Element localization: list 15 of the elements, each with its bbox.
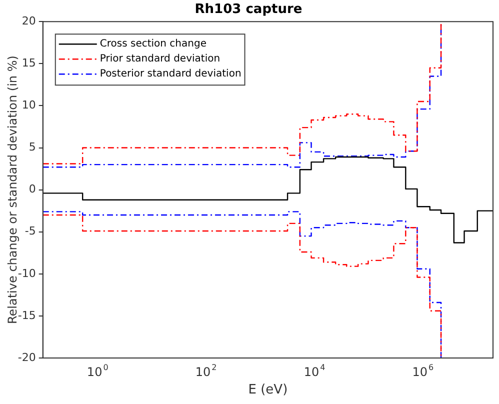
y-tick-label: 20 <box>22 14 36 28</box>
legend-label: Cross section change <box>100 38 206 50</box>
y-tick-label: 0 <box>28 182 36 196</box>
chart-title: Rh103 capture <box>194 2 302 18</box>
y-tick-label: 15 <box>22 56 36 70</box>
y-tick-label: 5 <box>28 140 36 154</box>
y-tick-label: -10 <box>18 266 36 280</box>
y-tick-label: 10 <box>22 98 36 112</box>
legend-label: Posterior standard deviation <box>100 68 242 80</box>
y-tick-label: -15 <box>18 308 36 322</box>
y-tick-label: -5 <box>24 224 36 238</box>
x-axis-title: E (eV) <box>248 382 288 398</box>
y-axis-title: Relative change or standard deviation (in %) <box>5 56 20 324</box>
y-tick-label: -20 <box>18 350 36 364</box>
legend-label: Prior standard deviation <box>100 54 220 65</box>
